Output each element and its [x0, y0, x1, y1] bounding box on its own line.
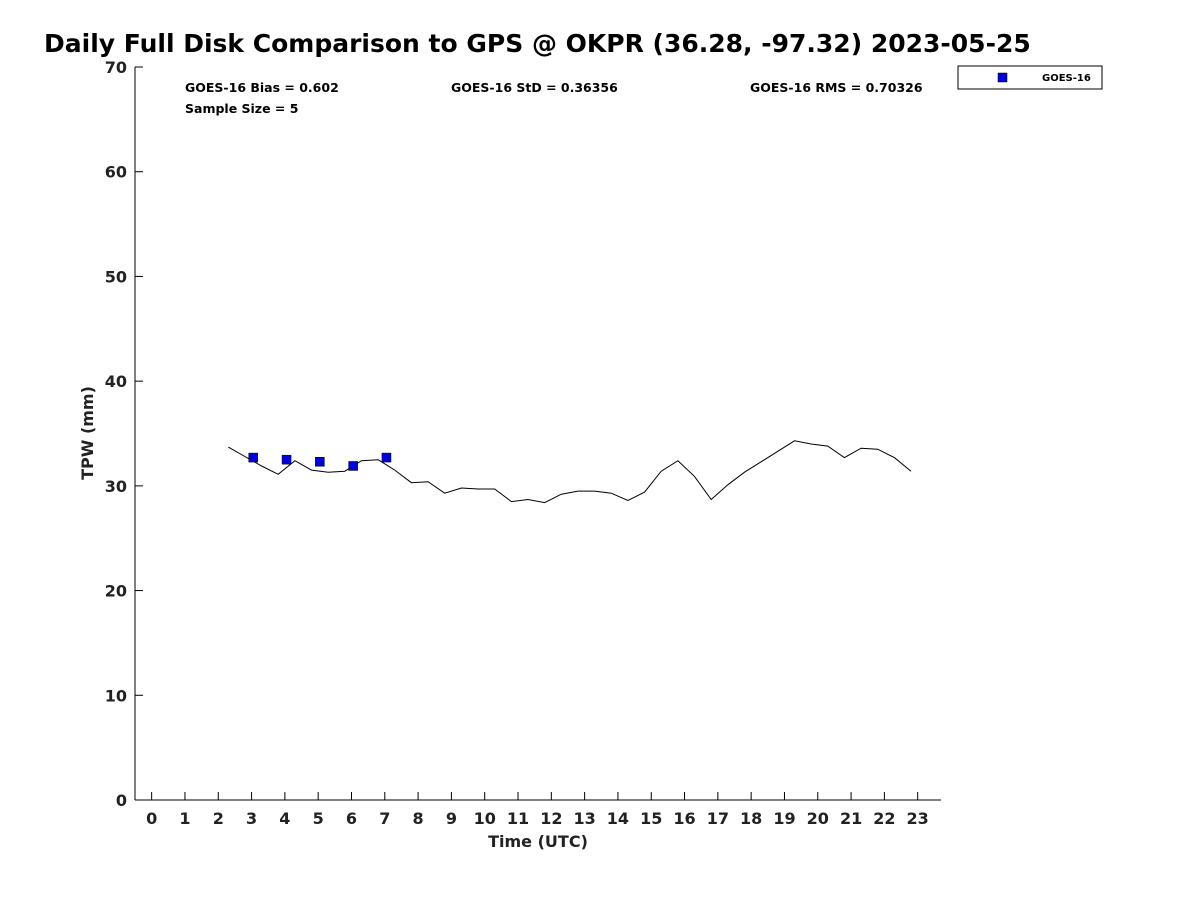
x-tick-label: 21	[840, 809, 862, 828]
goes16-point	[348, 461, 358, 471]
axes	[134, 67, 941, 801]
goes16-point	[248, 452, 258, 463]
y-tick-label: 40	[105, 372, 127, 391]
x-tick-label: 19	[773, 809, 795, 828]
y-tick-label: 60	[105, 163, 127, 182]
x-tick-label: 16	[673, 809, 695, 828]
legend-marker-goes16	[997, 72, 1008, 83]
x-tick-label: 20	[807, 809, 829, 828]
legend-box	[957, 65, 1103, 90]
x-tick-label: 1	[179, 809, 190, 828]
y-tick-label: 10	[105, 686, 127, 705]
x-tick-label: 4	[279, 809, 290, 828]
x-tick-label: 8	[413, 809, 424, 828]
y-axis-label: TPW (mm)	[78, 386, 97, 480]
x-axis-label: Time (UTC)	[488, 832, 588, 851]
x-tick-label: 18	[740, 809, 762, 828]
series-layer	[228, 440, 912, 504]
legend-label-goes16: GOES-16	[1042, 73, 1091, 84]
x-tick-label: 0	[146, 809, 157, 828]
legend: GOES-16	[957, 65, 1103, 90]
x-tick-label: 7	[379, 809, 390, 828]
x-tick-label: 3	[246, 809, 257, 828]
goes16-point	[381, 452, 392, 463]
x-tick-label: 5	[313, 809, 324, 828]
std-stat: GOES-16 StD = 0.36356	[451, 80, 618, 95]
bias-stat: GOES-16 Bias = 0.602	[185, 80, 339, 95]
x-tick-label: 6	[346, 809, 357, 828]
y-tick-label: 50	[105, 267, 127, 286]
y-tick-label: 20	[105, 582, 127, 601]
goes16-point	[281, 454, 292, 465]
goes16-point	[315, 457, 325, 467]
x-tick-label: 11	[507, 809, 529, 828]
x-tick-label: 9	[446, 809, 457, 828]
x-tick-label: 23	[907, 809, 929, 828]
x-tick-label: 10	[474, 809, 496, 828]
rms-stat: GOES-16 RMS = 0.70326	[750, 80, 923, 95]
y-tick-label: 30	[105, 477, 127, 496]
x-tick-label: 12	[540, 809, 562, 828]
chart-title: Daily Full Disk Comparison to GPS @ OKPR…	[44, 29, 1031, 58]
x-ticks: 0 1 2 3 4 5 6 7 8 9 10 11 12 13 14 15 16 17 18 19 20 21 22 23	[146, 792, 929, 828]
y-tick-label: 70	[105, 58, 127, 77]
x-tick-label: 13	[573, 809, 595, 828]
y-tick-label: 0	[116, 791, 127, 810]
gps-tpw-line	[228, 440, 912, 504]
sample-size-stat: Sample Size = 5	[185, 101, 298, 116]
x-tick-label: 22	[873, 809, 895, 828]
y-ticks: 0 10 20 30 40 50 60 70	[105, 58, 143, 810]
x-tick-label: 15	[640, 809, 662, 828]
x-tick-label: 14	[607, 809, 629, 828]
x-tick-label: 17	[707, 809, 729, 828]
x-tick-label: 2	[213, 809, 224, 828]
